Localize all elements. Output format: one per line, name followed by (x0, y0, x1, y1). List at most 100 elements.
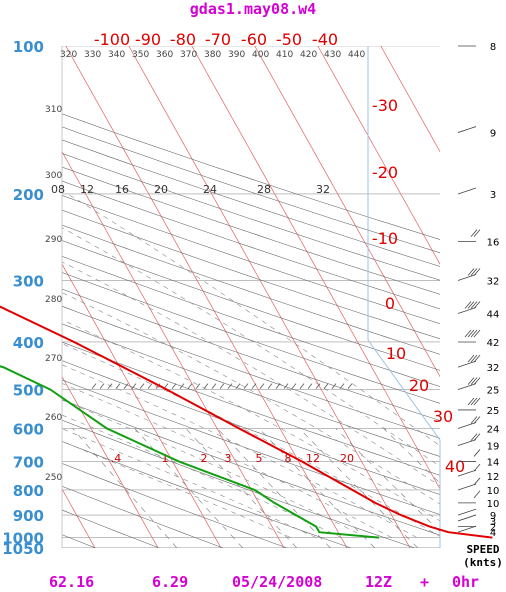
isotherm-line (62, 263, 222, 548)
dry-adiabat-line (62, 272, 440, 404)
footer-plus: + (420, 573, 429, 591)
isotherm-line (65, 46, 348, 548)
speed-label: SPEED (466, 543, 499, 556)
mixing-ratio-tick-label: 1 (162, 452, 169, 465)
wind-barb-staff (457, 508, 477, 516)
dry-adiabat-line (62, 209, 440, 340)
hatch-mark (107, 383, 113, 389)
wind-barb-flag (470, 416, 478, 424)
mixing-ratio-line (335, 428, 440, 533)
wind-speed-label: 24 (487, 425, 500, 436)
isotherm-tick-label: 40 (445, 457, 465, 476)
wind-speed-label: 9 (490, 129, 496, 140)
dry-adiabat-line (62, 126, 440, 254)
wind-barb (457, 354, 481, 368)
temperature-profile-line (0, 305, 493, 539)
wind-speed-label: 32 (487, 363, 500, 374)
isotherm-tick-label: 10 (386, 344, 406, 363)
pressure-tick-label: 800 (13, 482, 44, 500)
mixing-ratio-line (299, 428, 419, 548)
wetbulb-tick-label: 08 (51, 183, 65, 196)
wetbulb-tick-label: 28 (257, 183, 271, 196)
isotherm-line (317, 46, 440, 265)
wind-barb-flag (473, 229, 481, 237)
hatch-mark (227, 383, 233, 389)
theta-tick-label: 390 (228, 50, 245, 60)
wind-barb-flag (470, 301, 478, 309)
theta-tick-label: 280 (45, 295, 62, 305)
dry-adiabat-line (62, 152, 440, 281)
hatch-mark (283, 383, 289, 389)
isotherm-line (0, 46, 32, 548)
dry-adiabat-line (62, 463, 288, 548)
dry-adiabat-line (62, 379, 440, 515)
wind-barb-staff (457, 307, 477, 314)
isotherm-tick-label: -50 (276, 30, 302, 49)
wind-barb (457, 377, 481, 390)
wind-barb (457, 525, 477, 533)
wind-barb-flag (473, 477, 481, 486)
wind-barb-flag (473, 416, 481, 424)
wind-speed-label: 42 (487, 338, 500, 349)
wind-speed-label: 14 (487, 457, 500, 468)
hatch-mark (331, 383, 337, 389)
wind-speed-label: 19 (487, 442, 500, 453)
wind-speed-label: 10 (487, 486, 500, 497)
wind-speed-label: 3 (490, 190, 496, 201)
wind-barb-staff (457, 439, 477, 446)
wind-barb-flag (470, 329, 478, 338)
isotherm-tick-label: -10 (372, 229, 398, 248)
moist-adiabat-line (62, 399, 367, 538)
hatch-mark (139, 383, 145, 389)
wind-barb-flag (473, 377, 481, 385)
wind-barb (457, 126, 477, 133)
pressure-tick-label: 1000 (2, 530, 44, 548)
hatch-mark (275, 383, 281, 389)
dry-adiabat-line (62, 288, 440, 421)
wetbulb-tick-label: 24 (203, 183, 217, 196)
wind-barb (457, 301, 481, 314)
isotherm-tick-label: -60 (241, 30, 267, 49)
footer-mid: 6.29 (152, 573, 188, 591)
wind-barb (458, 397, 481, 411)
pressure-tick-label: 300 (13, 273, 44, 291)
wind-barb (457, 508, 477, 516)
wind-speed-label: 32 (487, 277, 500, 288)
isotherm-tick-label: -100 (94, 30, 130, 49)
mixing-ratio-labels: .4 1 2 3 5 8 12 20 (111, 452, 354, 465)
theta-tick-label: 370 (180, 50, 197, 60)
moist-adiabat-line (62, 383, 392, 538)
theta-tick-label: 360 (156, 50, 173, 60)
pressure-tick-label: 500 (13, 382, 44, 400)
dry-adiabat-line (62, 166, 440, 295)
dry-adiabat-line (62, 255, 440, 387)
hatch-mark (299, 383, 305, 389)
footer-offset: 0hr (452, 573, 479, 591)
wind-speed-label: 25 (487, 386, 500, 397)
theta-tick-label: 260 (45, 413, 62, 423)
dry-adiabat-line (62, 485, 224, 548)
hatch-mark (203, 383, 209, 389)
footer: 62.16 6.29 05/24/2008 12Z + 0hr (49, 573, 479, 591)
wind-barb (457, 433, 481, 446)
wind-barb (457, 477, 481, 491)
wind-barb-flag (464, 329, 472, 338)
hatch-mark (179, 383, 185, 389)
moist-adiabat-line (62, 292, 440, 505)
hatch-mark (291, 383, 297, 389)
wind-barb-staff (457, 422, 477, 429)
hatch-mark (347, 383, 353, 389)
wind-barb-flag (467, 354, 475, 363)
theta-tick-label: 350 (132, 50, 149, 60)
wetbulb-tick-label: 12 (80, 183, 94, 196)
hatch-mark (307, 383, 313, 389)
hatch-mark (171, 383, 177, 389)
hatch-mark (195, 383, 201, 389)
isotherm-tick-label: 0 (385, 294, 395, 313)
dry-adiabat-line (62, 195, 440, 325)
wind-barb-staff (457, 469, 477, 477)
wind-barb-staff (457, 126, 477, 133)
hatch-mark (187, 383, 193, 389)
footer-date: 05/24/2008 (232, 573, 322, 591)
